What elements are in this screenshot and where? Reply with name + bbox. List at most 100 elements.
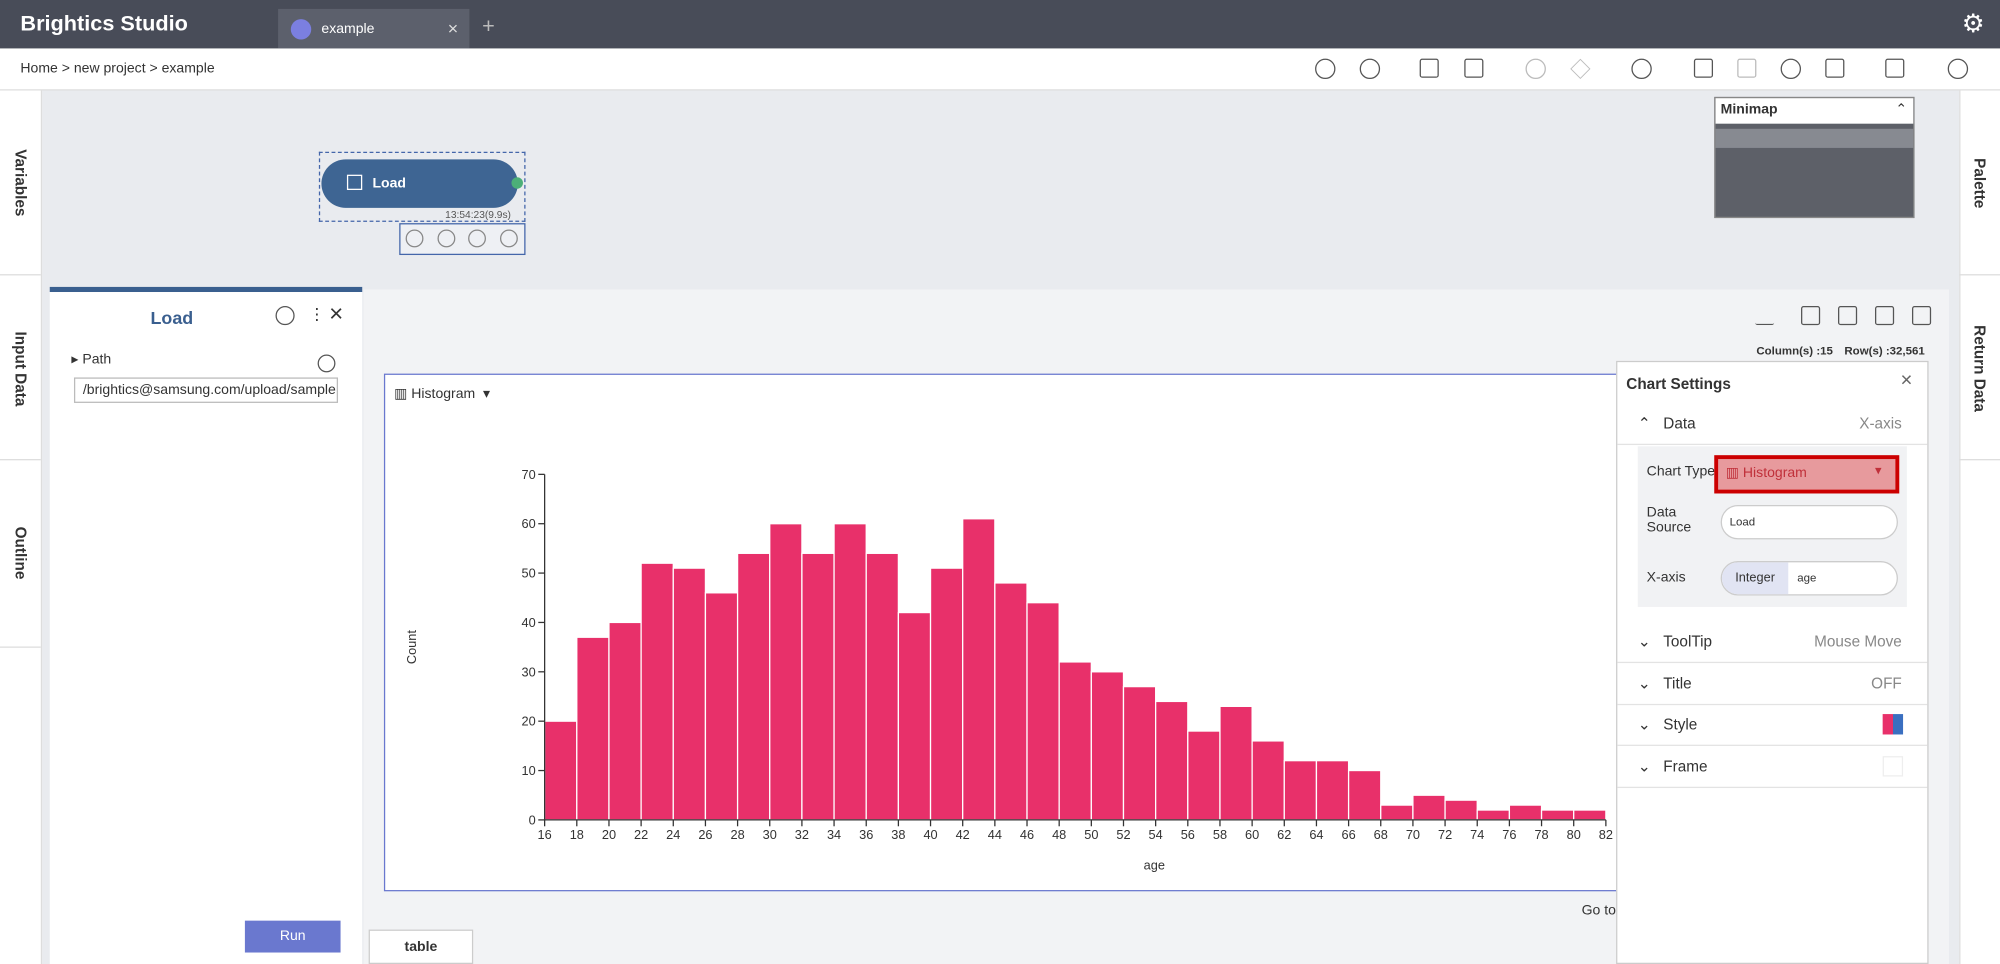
path-input[interactable]: /brightics@samsung.com/upload/sample: [73, 377, 339, 403]
bar: [608, 621, 642, 821]
toolbar-icon[interactable]: [1525, 58, 1546, 80]
bar: [1155, 700, 1189, 821]
bar: [1573, 809, 1607, 821]
section-name: Title: [1663, 674, 1692, 693]
side-tab[interactable]: Palette: [1970, 158, 1989, 209]
download-icon[interactable]: [1755, 306, 1775, 326]
bar: [1540, 809, 1575, 821]
bar: [1347, 769, 1382, 821]
style-swatch[interactable]: [1882, 714, 1904, 735]
bar: [1251, 740, 1285, 821]
bar: [672, 567, 707, 821]
toolbar-icon[interactable]: [1419, 58, 1439, 78]
bar: [865, 552, 900, 821]
x-tick-label: 52: [1116, 827, 1130, 842]
minimap-toggle[interactable]: ⌃: [1895, 102, 1908, 118]
field-label: Chart Type: [1646, 464, 1716, 480]
x-tick-label: 62: [1277, 827, 1291, 842]
run-button[interactable]: Run: [244, 920, 341, 953]
bar: [640, 562, 674, 821]
dropdown-caret[interactable]: ▾: [1874, 464, 1882, 479]
frame-swatch[interactable]: [1882, 756, 1904, 777]
toolbar-icon[interactable]: [1825, 58, 1845, 78]
zoom-icon[interactable]: [1631, 58, 1652, 80]
globe-icon[interactable]: [317, 354, 336, 373]
settings-close[interactable]: ×: [1900, 369, 1913, 392]
divider: [0, 459, 41, 461]
x-tick-label: 24: [666, 827, 680, 842]
app-title: Brightics Studio: [20, 11, 188, 36]
section-title[interactable]: ⌄ Title OFF: [1617, 663, 1928, 706]
chart-type-value: ▥ Histogram: [1725, 465, 1807, 481]
minimap-title: Minimap: [1720, 102, 1778, 118]
section-value: OFF: [1871, 674, 1902, 693]
popout-icon[interactable]: [1911, 306, 1932, 326]
node-action[interactable]: [405, 229, 424, 248]
run-icon[interactable]: [1947, 58, 1969, 80]
crumb[interactable]: new project: [73, 61, 146, 77]
bar: [544, 720, 578, 821]
chart-type-dropdown[interactable]: ▥ Histogram ▾: [394, 386, 491, 402]
section-tooltip[interactable]: ⌄ ToolTip Mouse Move: [1617, 621, 1928, 664]
data-source-input[interactable]: Load: [1720, 504, 1898, 540]
node-label[interactable]: Load: [372, 175, 406, 192]
layout-icon[interactable]: [1874, 306, 1895, 326]
undo-icon[interactable]: [1693, 58, 1714, 78]
y-tick-label: 60: [522, 516, 536, 531]
toolbar-icon[interactable]: [1780, 58, 1802, 80]
side-tab[interactable]: Variables: [11, 149, 30, 217]
x-tick-label: 80: [1567, 827, 1581, 842]
x-tick-label: 82: [1599, 827, 1613, 842]
tab-close[interactable]: ×: [447, 17, 459, 39]
info-icon[interactable]: [1315, 58, 1336, 80]
tab-add[interactable]: +: [482, 14, 495, 39]
bar: [897, 611, 932, 821]
x-tick-label: 68: [1374, 827, 1388, 842]
layout-icon[interactable]: [1801, 306, 1821, 326]
chart-type-text: Histogram: [1742, 465, 1807, 481]
tab-label[interactable]: example: [321, 21, 375, 37]
help-icon[interactable]: [1359, 58, 1381, 80]
section-style[interactable]: ⌄ Style: [1617, 704, 1928, 746]
section-frame[interactable]: ⌄ Frame: [1617, 746, 1928, 789]
section-data[interactable]: ⌃ Data X-axis: [1617, 403, 1928, 446]
close-icon[interactable]: ×: [329, 300, 344, 328]
x-tick-label: 30: [763, 827, 777, 842]
bar: [1122, 685, 1157, 821]
toolbar-icon[interactable]: [1464, 58, 1484, 78]
x-tick-label: 22: [634, 827, 648, 842]
help-icon[interactable]: [275, 306, 295, 326]
side-tab[interactable]: Input Data: [11, 331, 30, 407]
menu-icon[interactable]: ⋮: [308, 304, 326, 324]
side-tab[interactable]: Return Data: [1970, 325, 1989, 412]
table-tab[interactable]: table: [368, 929, 474, 964]
path-label-text: Path: [82, 351, 112, 368]
x-tick-label: 64: [1309, 827, 1323, 842]
section-value: X-axis: [1859, 414, 1902, 433]
crumb[interactable]: example: [161, 61, 215, 77]
bar: [1508, 804, 1543, 821]
chart-type-select[interactable]: [1714, 455, 1900, 494]
go-to[interactable]: Go to: [1581, 902, 1616, 919]
bar: [801, 552, 835, 821]
node-selection: [318, 151, 526, 222]
node-action[interactable]: [468, 229, 486, 248]
layout-icon[interactable]: [1838, 306, 1858, 326]
bar: [1315, 760, 1350, 821]
node-action[interactable]: [437, 229, 456, 248]
toolbar-icon[interactable]: [1885, 58, 1905, 78]
x-tick-label: 74: [1470, 827, 1484, 842]
bar: [1090, 671, 1125, 821]
x-tick-label: 56: [1181, 827, 1195, 842]
x-tick-label: 40: [923, 827, 937, 842]
settings-icon[interactable]: ⚙: [1961, 10, 1985, 39]
crumb[interactable]: Home: [20, 61, 58, 77]
node-port[interactable]: [511, 177, 523, 189]
side-tab[interactable]: Outline: [11, 526, 30, 580]
path-label[interactable]: ▸ Path: [71, 351, 112, 368]
divider: [1959, 459, 2000, 461]
node[interactable]: [321, 159, 518, 208]
node-action[interactable]: [499, 229, 518, 248]
redo-icon[interactable]: [1737, 58, 1757, 78]
